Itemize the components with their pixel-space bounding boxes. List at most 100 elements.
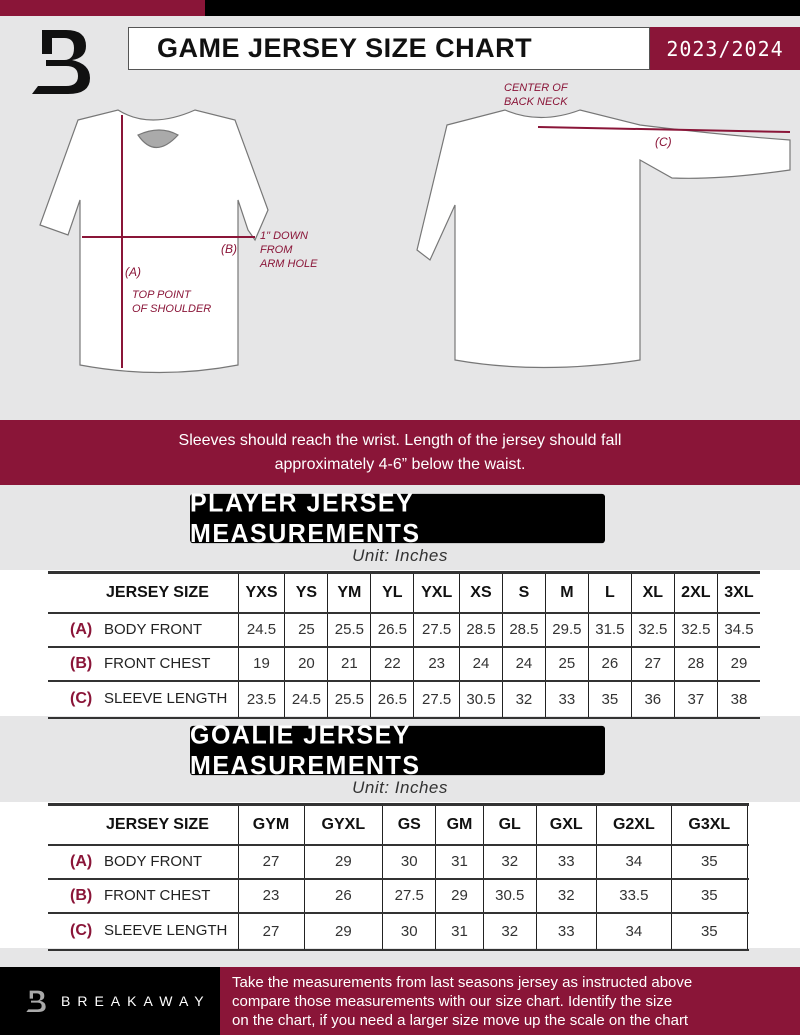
size-S: S xyxy=(501,571,546,613)
size-GYXL: GYXL xyxy=(303,803,383,845)
cell-value: 26.5 xyxy=(370,611,414,647)
size-L: L xyxy=(587,571,632,613)
player-heading: PLAYER JERSEY MEASUREMENTS xyxy=(190,488,605,548)
footer-instructions: Take the measurements from last seasons … xyxy=(220,967,800,1035)
table-row: (C) SLEEVE LENGTH 23.5 24.5 25.5 26.5 27.5 30.5… xyxy=(48,679,760,719)
table-row: (C) SLEEVE LENGTH 27 29 30 31 32 33 34 35 xyxy=(48,911,748,951)
row-label: (C) SLEEVE LENGTH xyxy=(48,679,238,719)
cell-value xyxy=(746,911,748,951)
row-key: (A) xyxy=(70,620,93,638)
row-name: SLEEVE LENGTH xyxy=(104,690,228,707)
row-key: (B) xyxy=(70,886,93,904)
cell-value: 37 xyxy=(673,679,718,719)
cell-value: 34 xyxy=(595,911,672,951)
cell-value: 30 xyxy=(382,843,436,879)
cell-value: 32.5 xyxy=(630,611,675,647)
size-GL: GL xyxy=(482,803,537,845)
row-key: (C) xyxy=(70,690,93,707)
top-bar xyxy=(205,0,800,16)
cell-value: 28 xyxy=(673,645,718,681)
cell-value: 32 xyxy=(482,911,537,951)
size-XS: XS xyxy=(459,571,503,613)
cell-value xyxy=(746,843,748,879)
top-bar-accent xyxy=(0,0,205,16)
row-label: (C) SLEEVE LENGTH xyxy=(48,911,238,951)
row-label: (A) BODY FRONT xyxy=(48,611,238,647)
cell-value: 32 xyxy=(482,843,537,879)
row-label: (A) BODY FRONT xyxy=(48,843,238,879)
cell-value: 25 xyxy=(544,645,589,681)
cell-value: 29 xyxy=(303,911,383,951)
cell-value: 27.5 xyxy=(413,679,460,719)
size-GXL: GXL xyxy=(535,803,597,845)
size-YXS: YXS xyxy=(237,571,285,613)
cell-value: 32 xyxy=(535,877,597,913)
cell-value: 25.5 xyxy=(327,611,371,647)
cell-value: 29 xyxy=(435,877,484,913)
size-XL: XL xyxy=(630,571,675,613)
cell-value: 26 xyxy=(587,645,632,681)
title-box: GAME JERSEY SIZE CHART xyxy=(128,27,650,70)
goalie-size-table: JERSEY SIZE GYM GYXL GS GM GL GXL G2XL G3XL (A) BO… xyxy=(48,803,748,951)
cell-value: 34.5 xyxy=(716,611,760,647)
row-key: (C) xyxy=(70,922,93,939)
note-top-shoulder: TOP POINT OF SHOULDER xyxy=(132,289,212,315)
cell-value: 24.5 xyxy=(284,679,328,719)
row-key: (A) xyxy=(70,852,93,870)
cell-value: 31 xyxy=(435,911,484,951)
size-GS: GS xyxy=(382,803,436,845)
label-a: (A) xyxy=(125,265,141,279)
cell-value: 30.5 xyxy=(459,679,503,719)
brand-logo-small xyxy=(26,990,46,1012)
size-G2XL: G2XL xyxy=(595,803,672,845)
cell-value: 34 xyxy=(595,843,672,879)
cell-value: 35 xyxy=(671,911,748,951)
cell-value: 23 xyxy=(413,645,460,681)
size-header: JERSEY SIZE xyxy=(48,571,238,613)
size-2XL: 2XL xyxy=(673,571,718,613)
footer-brand: BREAKAWAY xyxy=(0,967,220,1035)
cell-value: 33 xyxy=(544,679,589,719)
cell-value: 22 xyxy=(370,645,414,681)
cell-value: 27 xyxy=(630,645,675,681)
cell-value: 38 xyxy=(716,679,760,719)
row-label: (B) FRONT CHEST xyxy=(48,877,238,913)
size-empty xyxy=(746,803,748,845)
cell-value: 25.5 xyxy=(327,679,371,719)
cell-value: 24.5 xyxy=(237,611,285,647)
cell-value: 29 xyxy=(716,645,760,681)
table-row: (B) FRONT CHEST 19 20 21 22 23 24 24 25 26 27 28 29 xyxy=(48,645,760,681)
cell-value: 23.5 xyxy=(237,679,285,719)
cell-value: 26.5 xyxy=(370,679,414,719)
cell-value: 26 xyxy=(303,877,383,913)
cell-value: 27.5 xyxy=(413,611,460,647)
table-row: (B) FRONT CHEST 23 26 27.5 29 30.5 32 33.5 35 xyxy=(48,877,748,913)
brand-name: BREAKAWAY xyxy=(61,993,211,1009)
goalie-heading: GOALIE JERSEY MEASUREMENTS xyxy=(190,720,605,780)
row-label: (B) FRONT CHEST xyxy=(48,645,238,681)
player-unit: Unit: Inches xyxy=(352,546,448,565)
header-row: JERSEY SIZE YXS YS YM YL YXL XS S M L XL 2XL 3XL xyxy=(48,571,760,613)
row-name: FRONT CHEST xyxy=(104,654,211,672)
cell-value: 33.5 xyxy=(595,877,672,913)
cell-value: 32 xyxy=(501,679,546,719)
size-header: JERSEY SIZE xyxy=(48,803,238,845)
cell-value: 29.5 xyxy=(544,611,589,647)
cell-value: 36 xyxy=(630,679,675,719)
table-row: (A) BODY FRONT 24.5 25 25.5 26.5 27.5 28.5 28.5 2… xyxy=(48,611,760,647)
size-GYM: GYM xyxy=(237,803,305,845)
cell-value: 31 xyxy=(435,843,484,879)
cell-value: 35 xyxy=(671,843,748,879)
cell-value: 35 xyxy=(671,877,748,913)
cell-value: 24 xyxy=(501,645,546,681)
header-row: JERSEY SIZE GYM GYXL GS GM GL GXL G2XL G3XL xyxy=(48,803,748,845)
size-G3XL: G3XL xyxy=(671,803,748,845)
cell-value: 23 xyxy=(237,877,305,913)
size-YM: YM xyxy=(327,571,371,613)
goalie-unit: Unit: Inches xyxy=(352,778,448,797)
row-name: SLEEVE LENGTH xyxy=(104,922,228,939)
row-key: (B) xyxy=(70,654,93,672)
cell-value: 28.5 xyxy=(459,611,503,647)
size-YL: YL xyxy=(370,571,414,613)
cell-value: 30 xyxy=(382,911,436,951)
